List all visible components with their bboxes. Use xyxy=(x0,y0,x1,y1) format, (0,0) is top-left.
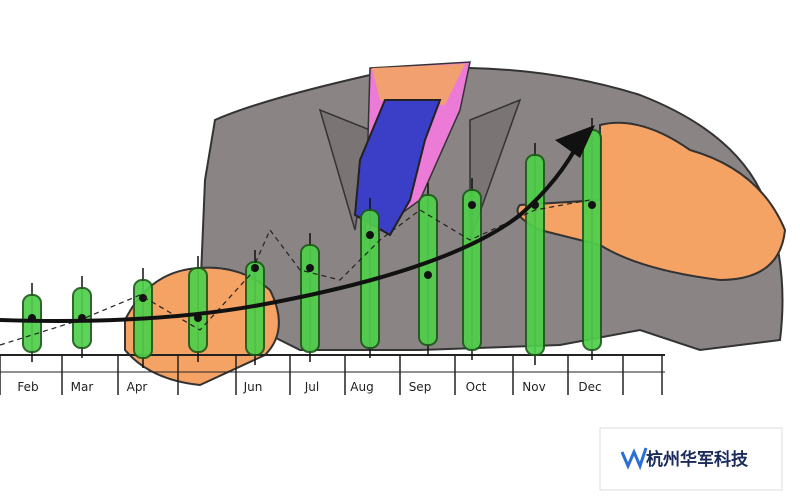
candle xyxy=(418,194,438,346)
month-label: Apr xyxy=(127,380,148,394)
lapel xyxy=(469,98,522,241)
arrow-head xyxy=(555,125,595,158)
month-label: Sep xyxy=(409,380,432,394)
candle-dot xyxy=(588,201,596,209)
month-labels: Feb Mar Apr Jun Jul Aug Sep Oct Nov Dec xyxy=(17,380,601,394)
month-label: Jun xyxy=(243,380,263,394)
month-label: Mar xyxy=(71,380,94,394)
candle-dot xyxy=(139,294,147,302)
ticks xyxy=(0,355,663,395)
month-label: Oct xyxy=(466,380,487,394)
candle xyxy=(22,294,42,353)
trend-arrow xyxy=(0,139,582,323)
candle xyxy=(188,267,208,353)
month-label: Dec xyxy=(578,380,601,394)
month-label: Aug xyxy=(350,380,373,394)
watermark: 杭州华军科技 xyxy=(646,449,749,470)
month-label: Nov xyxy=(522,380,545,394)
tie xyxy=(353,99,442,237)
candle xyxy=(582,129,602,351)
watermark-logo xyxy=(620,447,648,471)
neck xyxy=(372,64,465,105)
candle xyxy=(462,189,482,351)
candle-dot xyxy=(306,264,314,272)
candle-dot xyxy=(468,201,476,209)
month-label: Feb xyxy=(17,380,38,394)
month-label: Jul xyxy=(304,380,319,394)
candle-dot xyxy=(424,271,432,279)
candle xyxy=(525,154,545,356)
candle xyxy=(300,244,320,353)
dashed-line xyxy=(0,199,591,346)
candle-dot xyxy=(251,264,259,272)
candles xyxy=(22,118,602,368)
candle-dot xyxy=(366,231,374,239)
